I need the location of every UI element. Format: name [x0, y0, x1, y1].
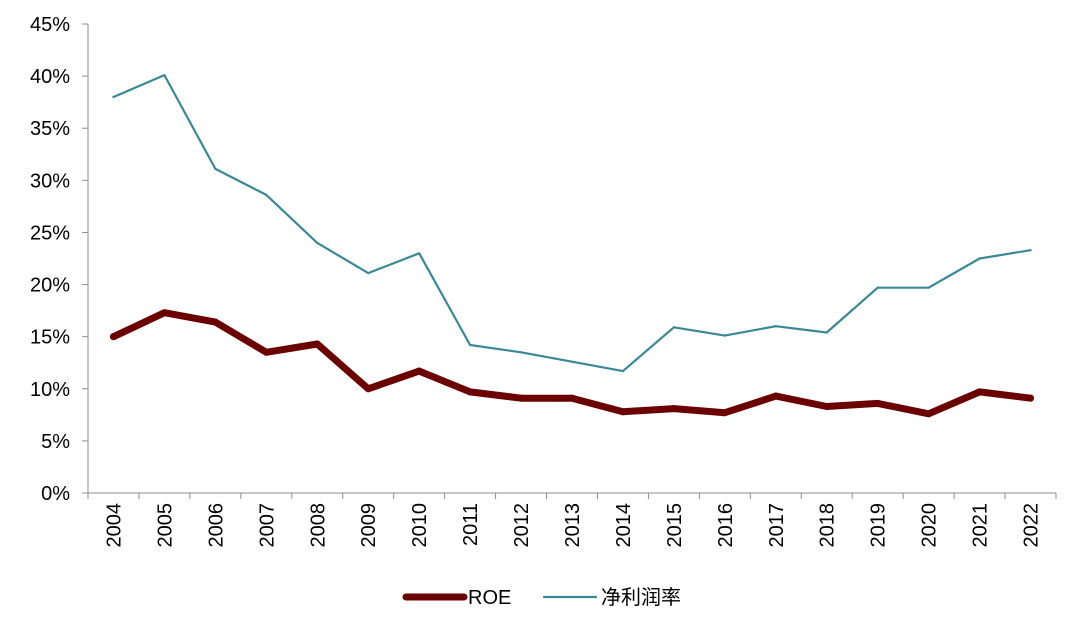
series-layer: [109, 73, 1035, 418]
y-tick-label: 0%: [41, 483, 70, 505]
x-tick-label: 2020: [919, 503, 941, 548]
data-point: [418, 252, 421, 255]
x-tick-label: 2022: [1021, 503, 1043, 548]
data-point: [109, 333, 117, 341]
data-point: [517, 394, 525, 402]
data-point: [519, 351, 523, 354]
data-point: [214, 167, 217, 170]
x-tick-label: 2009: [358, 503, 380, 548]
data-point: [1027, 394, 1035, 402]
x-tick-label: 2021: [970, 503, 992, 548]
data-point: [415, 367, 423, 375]
data-point: [364, 385, 372, 393]
data-point: [672, 326, 675, 329]
legend-label: 净利润率: [601, 586, 681, 609]
data-point: [976, 388, 984, 396]
y-tick-label: 5%: [41, 431, 70, 453]
data-point: [262, 348, 270, 356]
y-axis: 0% 5% 10% 15% 20% 25% 30% 35% 40% 45%: [30, 14, 89, 505]
data-point: [925, 410, 933, 418]
data-point: [927, 286, 930, 289]
x-tick-label: 2010: [409, 503, 431, 548]
y-tick-label: 35%: [30, 118, 70, 140]
x-tick-label: 2008: [307, 503, 329, 548]
data-point: [568, 394, 576, 402]
x-tick-label: 2011: [460, 503, 482, 546]
data-point: [211, 318, 219, 326]
data-point: [772, 392, 780, 400]
data-point: [823, 402, 831, 410]
data-point: [1029, 249, 1032, 252]
data-point: [874, 399, 882, 407]
y-tick-label: 10%: [30, 379, 70, 401]
data-point: [876, 286, 879, 289]
legend: ROE 净利润率: [402, 586, 681, 609]
y-tick-label: 25%: [30, 222, 70, 244]
legend-item-roe: ROE: [402, 587, 511, 609]
data-point: [466, 388, 474, 396]
x-tick-label: 2012: [511, 503, 533, 548]
x-tick-label: 2015: [664, 503, 686, 548]
data-point: [774, 325, 777, 328]
x-tick-label: 2014: [613, 503, 635, 548]
y-tick-label: 15%: [30, 327, 70, 349]
data-point: [163, 73, 166, 77]
data-point: [316, 241, 319, 244]
data-point: [367, 271, 370, 275]
data-point: [160, 309, 168, 317]
data-point: [570, 360, 574, 363]
x-tick-label: 2006: [205, 503, 227, 548]
legend-label: ROE: [468, 587, 511, 609]
x-axis: 2004 2005 2006 2007 2008 2009 2010 2011 2012 2013…: [87, 492, 1057, 548]
x-tick-label: 2007: [256, 503, 278, 548]
x-tick-label: 2004: [103, 503, 125, 548]
y-tick-label: 20%: [30, 275, 70, 297]
x-tick-label: 2019: [868, 503, 890, 548]
data-point: [112, 95, 115, 99]
x-tick-label: 2016: [715, 503, 737, 548]
data-point: [670, 405, 678, 413]
x-tick-label: 2017: [766, 503, 788, 548]
data-point: [265, 193, 268, 197]
x-tick-label: 2005: [154, 503, 176, 548]
y-tick-label: 45%: [30, 14, 70, 36]
data-point: [469, 343, 472, 347]
data-point: [619, 408, 627, 416]
y-tick-label: 30%: [30, 170, 70, 192]
data-point: [723, 334, 726, 337]
x-tick-label: 2018: [817, 503, 839, 548]
series-line-net-margin: [112, 73, 1032, 373]
data-point: [313, 340, 321, 348]
data-point: [825, 331, 828, 334]
data-point: [721, 409, 729, 417]
x-tick-label: 2013: [562, 503, 584, 548]
legend-item-net-margin: 净利润率: [542, 586, 681, 609]
y-tick-label: 40%: [30, 66, 70, 88]
data-point: [621, 369, 625, 373]
data-point: [978, 257, 981, 260]
